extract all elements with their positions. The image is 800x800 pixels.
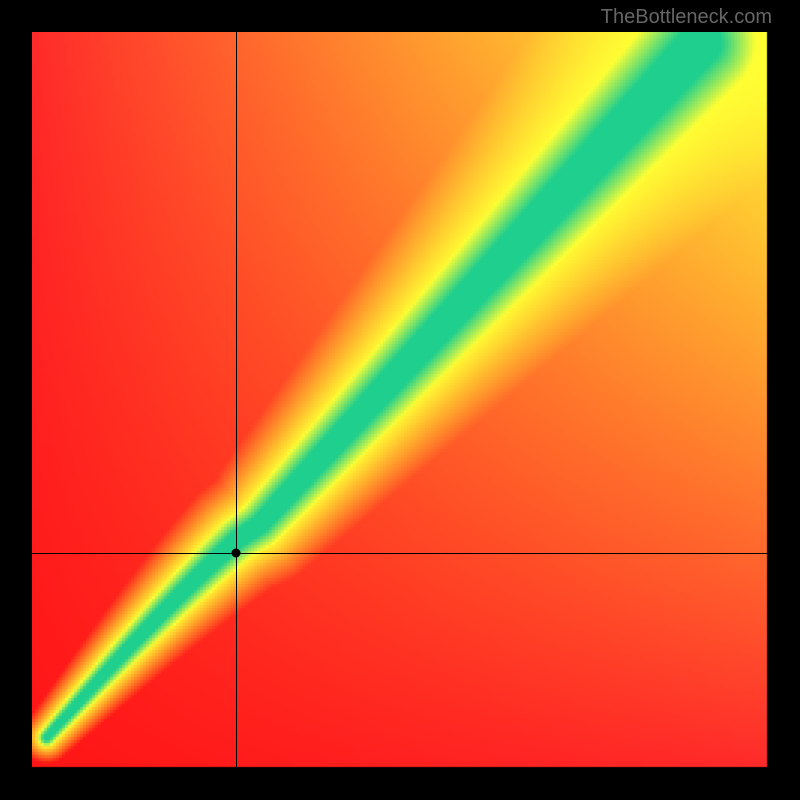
crosshair-horizontal <box>32 553 768 554</box>
watermark-text: TheBottleneck.com <box>601 6 772 29</box>
heatmap-canvas <box>32 32 768 768</box>
crosshair-vertical <box>236 32 237 768</box>
marker-dot <box>231 549 240 558</box>
plot-area <box>32 32 768 768</box>
